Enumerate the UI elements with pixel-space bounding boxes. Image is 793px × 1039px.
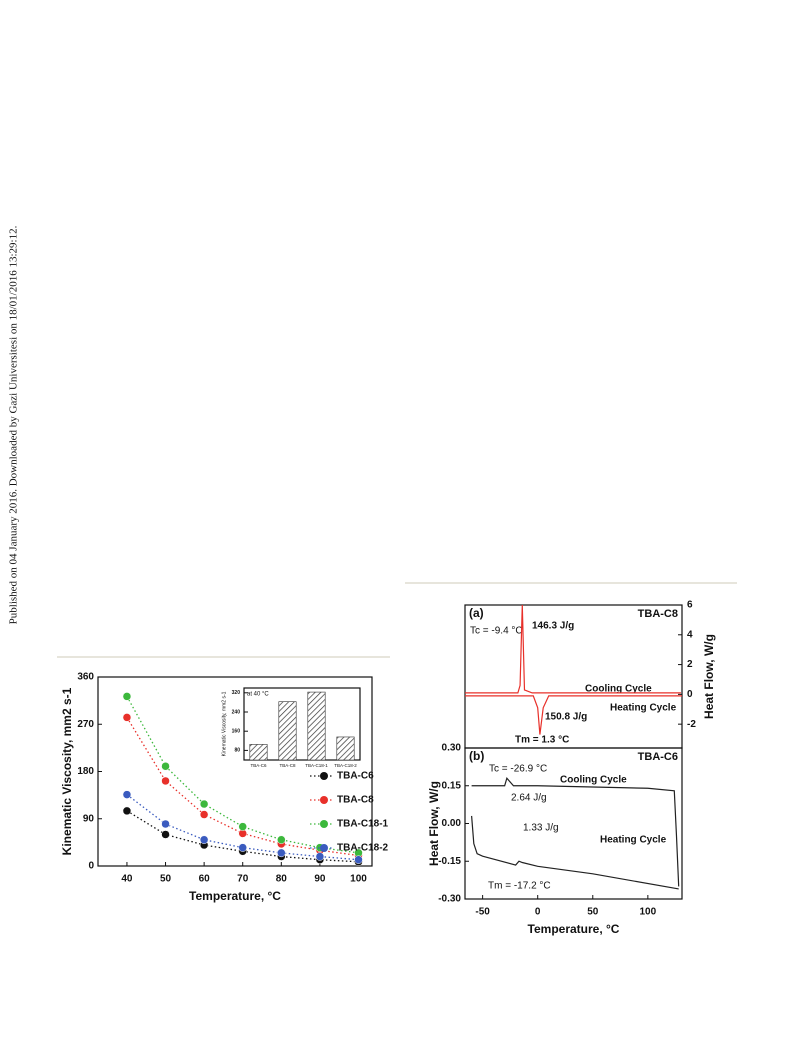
y2-tick-label: 4 [687, 629, 693, 640]
marker [238, 843, 247, 852]
annotation: 150.8 J/g [545, 712, 587, 723]
y2-tick-label: 6 [687, 600, 693, 611]
legend-marker [320, 772, 328, 780]
y-axis-title: Kinematic Viscosity, mm2 s-1 [60, 687, 74, 855]
plot-frame [97, 676, 373, 867]
panel-label: (a) [469, 606, 484, 620]
y-tick-label: 0.00 [442, 818, 462, 829]
x-tick-label: 70 [237, 874, 249, 885]
legend-marker [320, 820, 328, 828]
x-tick-label: 80 [276, 874, 288, 885]
annotation: 146.3 J/g [532, 621, 574, 632]
marker [277, 848, 286, 858]
y-axis-title: Kinematic Viscosity, mm2 s-1 [221, 691, 227, 756]
marker [277, 835, 286, 844]
x-axis-title: Temperature, °C [189, 889, 281, 903]
y-tick-label: -0.30 [438, 894, 461, 905]
marker [238, 822, 247, 831]
marker [315, 852, 325, 861]
marker [122, 806, 132, 816]
annotation: Tc = -26.9 °C [489, 764, 547, 775]
y-tick-label: 80 [234, 748, 240, 754]
y-tick-label: 160 [232, 729, 241, 735]
annotation: 1.33 J/g [523, 823, 559, 834]
bar [336, 736, 355, 761]
y-tick-label: 240 [232, 709, 241, 715]
annotation: Cooling Cycle [560, 775, 627, 786]
x-tick-label: 50 [160, 874, 172, 885]
marker [161, 776, 170, 786]
panel-label: (b) [469, 749, 484, 763]
annotation: Tc = -9.4 °C [470, 626, 523, 637]
y-tick-label: 320 [232, 690, 241, 696]
marker [122, 790, 132, 799]
legend-label: TBA-C18-1 [337, 819, 389, 830]
annotation: Tm = 1.3 °C [515, 735, 569, 746]
x-axis-title: Temperature, °C [528, 922, 620, 936]
y-tick-label: 180 [77, 766, 94, 777]
x-tick-label: -50 [475, 907, 490, 918]
bar [249, 744, 268, 761]
x-tick-label: TBA-C18-1 [305, 763, 328, 768]
series-line [471, 776, 680, 887]
bar [307, 691, 326, 761]
marker [161, 819, 170, 829]
annotation: Heating Cycle [610, 703, 677, 714]
x-tick-label: 40 [121, 874, 133, 885]
y-tick-label: 0 [88, 861, 94, 872]
x-tick-label: 60 [199, 874, 211, 885]
bar [278, 701, 297, 761]
marker [161, 762, 170, 771]
marker [199, 799, 209, 809]
legend-marker [320, 844, 328, 852]
x-tick-label: 50 [587, 907, 599, 918]
y-tick-label: 360 [77, 672, 94, 683]
y-axis-title: Heat Flow, W/g [427, 781, 441, 866]
marker [161, 830, 170, 839]
marker [199, 810, 209, 819]
annotation: Cooling Cycle [585, 684, 652, 695]
y2-axis-title: Heat Flow, W/g [702, 634, 716, 719]
marker [354, 855, 363, 864]
annotation: Tm = -17.2 °C [488, 881, 551, 892]
panel-sample: TBA-C6 [638, 751, 678, 763]
x-tick-label: 90 [314, 874, 326, 885]
series-line [471, 815, 679, 890]
x-tick-label: TBA-C8 [279, 763, 296, 768]
series-line [465, 695, 682, 735]
panel-sample: TBA-C8 [638, 608, 678, 620]
series-line [465, 604, 681, 694]
x-tick-label: TBA-C6 [250, 763, 267, 768]
annotation: Heating Cycle [600, 835, 667, 846]
annotation: at 40 °C [247, 692, 269, 698]
y-tick-label: 0.15 [442, 780, 462, 791]
y2-tick-label: 0 [687, 689, 693, 700]
legend-label: TBA-C8 [337, 795, 374, 806]
x-tick-label: 100 [350, 874, 367, 885]
y2-tick-label: 2 [687, 659, 693, 670]
plot-frame [243, 687, 361, 761]
legend-label: TBA-C6 [337, 771, 374, 782]
marker [199, 835, 209, 844]
side-note: Published on 04 January 2016. Downloaded… [8, 225, 20, 624]
marker [122, 692, 132, 701]
y2-tick-label: -2 [687, 719, 696, 730]
y-tick-label: 0.30 [442, 743, 462, 754]
x-tick-label: 0 [535, 907, 541, 918]
x-tick-label: 100 [640, 907, 657, 918]
marker [122, 713, 132, 722]
annotation: 2.64 J/g [511, 793, 547, 804]
legend-label: TBA-C18-2 [337, 843, 389, 854]
y-tick-label: -0.15 [438, 856, 461, 867]
x-tick-label: TBA-C18-2 [334, 763, 357, 768]
y-tick-label: 270 [77, 719, 94, 730]
legend-marker [320, 796, 328, 804]
y-tick-label: 90 [83, 813, 95, 824]
